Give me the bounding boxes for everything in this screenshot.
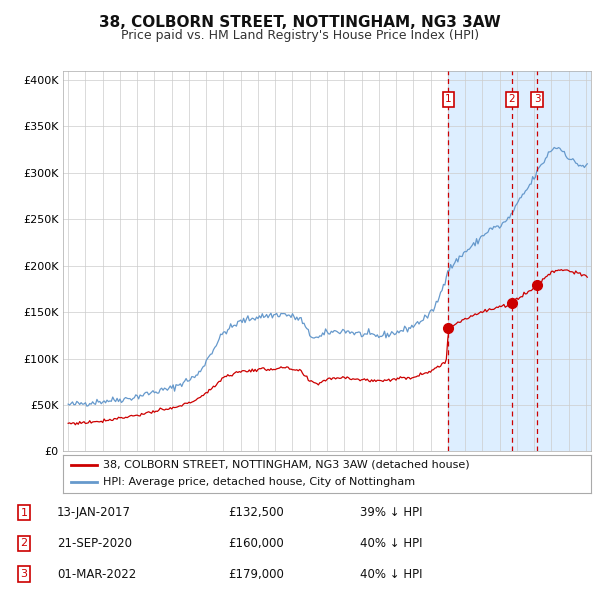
Text: 40% ↓ HPI: 40% ↓ HPI xyxy=(360,568,422,581)
Bar xyxy=(448,71,600,451)
Text: 13-JAN-2017: 13-JAN-2017 xyxy=(57,506,131,519)
Text: £160,000: £160,000 xyxy=(228,537,284,550)
Text: 1: 1 xyxy=(20,508,28,517)
Text: Price paid vs. HM Land Registry's House Price Index (HPI): Price paid vs. HM Land Registry's House … xyxy=(121,29,479,42)
Text: 38, COLBORN STREET, NOTTINGHAM, NG3 3AW: 38, COLBORN STREET, NOTTINGHAM, NG3 3AW xyxy=(99,15,501,30)
Text: HPI: Average price, detached house, City of Nottingham: HPI: Average price, detached house, City… xyxy=(103,477,415,487)
Text: 3: 3 xyxy=(20,569,28,579)
Text: 2: 2 xyxy=(509,94,515,104)
Text: 1: 1 xyxy=(445,94,452,104)
Text: 2: 2 xyxy=(20,539,28,548)
Text: 3: 3 xyxy=(533,94,541,104)
Text: 39% ↓ HPI: 39% ↓ HPI xyxy=(360,506,422,519)
Text: £179,000: £179,000 xyxy=(228,568,284,581)
Text: 01-MAR-2022: 01-MAR-2022 xyxy=(57,568,136,581)
Text: £132,500: £132,500 xyxy=(228,506,284,519)
Text: 40% ↓ HPI: 40% ↓ HPI xyxy=(360,537,422,550)
Text: 21-SEP-2020: 21-SEP-2020 xyxy=(57,537,132,550)
Text: 38, COLBORN STREET, NOTTINGHAM, NG3 3AW (detached house): 38, COLBORN STREET, NOTTINGHAM, NG3 3AW … xyxy=(103,460,469,470)
